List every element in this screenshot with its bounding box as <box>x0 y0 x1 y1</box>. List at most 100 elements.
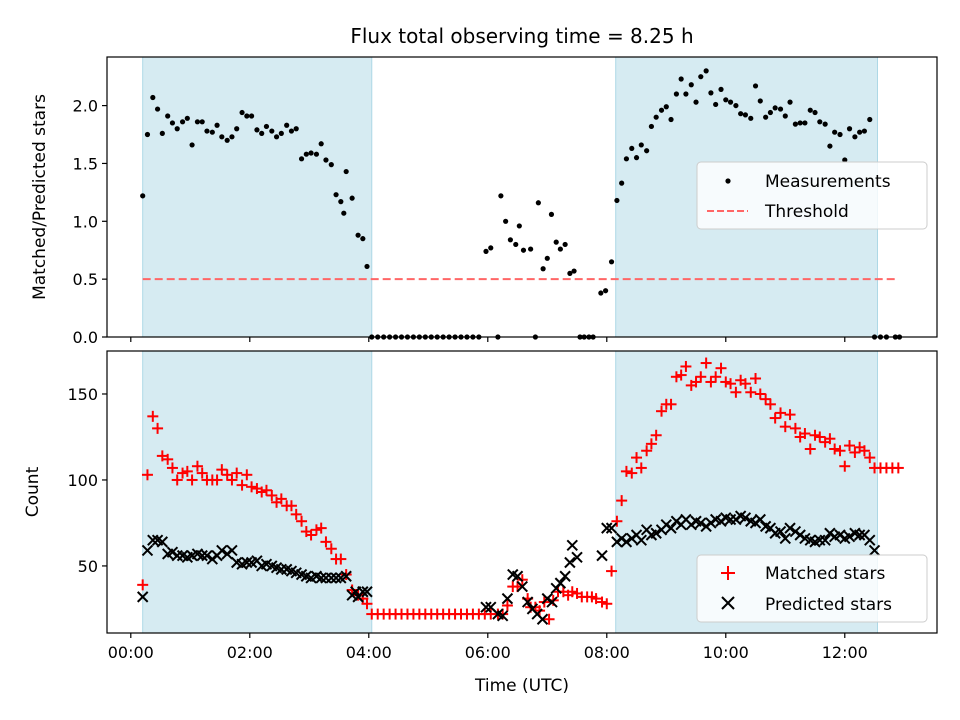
measurement-point <box>623 156 630 162</box>
measurement-point <box>528 246 534 252</box>
measurement-point <box>767 109 774 116</box>
matched-star-point <box>141 469 153 481</box>
measurement-point <box>567 270 573 276</box>
bottom-legend: Matched stars Predicted stars <box>696 554 928 623</box>
matched-star-point <box>606 565 618 577</box>
y-tick-label: 150 <box>67 385 98 404</box>
matched-star-point <box>260 484 272 496</box>
measurement-point <box>209 129 215 135</box>
matched-star-point <box>775 407 787 419</box>
top-observing-windows <box>142 56 879 338</box>
matched-star-point <box>695 371 707 383</box>
measurement-point <box>219 134 225 140</box>
top-legend-frame <box>696 161 928 230</box>
matched-star-point <box>665 398 677 410</box>
measurement-point <box>144 131 151 138</box>
matched-star-point <box>858 445 870 457</box>
measurement-point <box>540 266 546 272</box>
measurement-point <box>248 113 255 119</box>
measurement-point <box>284 122 290 128</box>
matched-star-point <box>325 543 337 555</box>
bottom-legend-frame <box>696 554 928 623</box>
y-tick-label: 50 <box>78 557 98 576</box>
matched-star-point <box>211 474 223 486</box>
x-axis-label: Time (UTC) <box>474 676 569 696</box>
count-points <box>136 357 904 625</box>
legend-matched-marker <box>721 566 735 580</box>
measurement-point <box>159 130 165 136</box>
top-legend: Measurements Threshold <box>696 161 928 230</box>
measurement-point <box>298 156 305 162</box>
matched-star-point <box>216 464 228 476</box>
matched-star-point <box>760 393 772 405</box>
predicted-star-point <box>516 580 529 593</box>
measurement-point <box>184 115 190 121</box>
matched-star-point <box>620 465 632 477</box>
measurement-point <box>812 109 818 116</box>
matched-star-point <box>725 378 737 390</box>
matched-star-point <box>804 443 816 455</box>
matched-star-point <box>246 481 258 493</box>
matched-star-point <box>849 446 861 458</box>
matched-star-point <box>670 371 682 383</box>
measurement-point <box>349 195 355 201</box>
legend-measurements-marker <box>725 178 731 184</box>
measurement-point <box>629 145 635 152</box>
measurement-point <box>797 120 803 126</box>
matched-star-point <box>231 467 243 479</box>
predicted-star-point <box>620 536 633 548</box>
chart-title: Flux total observing time = 8.25 h <box>350 24 693 48</box>
measurement-point <box>693 99 699 105</box>
measurement-point <box>553 239 559 245</box>
measurement-point <box>772 105 778 111</box>
predicted-star-point <box>774 525 787 538</box>
measurement-point <box>263 123 270 130</box>
predicted-star-point <box>566 539 578 552</box>
matched-star-point <box>320 536 332 548</box>
matched-star-point <box>844 440 856 452</box>
measurement-point <box>598 290 604 296</box>
measurement-point <box>140 193 146 199</box>
measurement-point <box>174 126 180 132</box>
measurement-point <box>507 237 513 243</box>
top-axes-frame <box>106 56 938 338</box>
bottom-y-ticks: 50 100 150 <box>67 385 107 576</box>
measurement-point <box>822 121 828 127</box>
bottom-y-axis-label: Count <box>23 466 43 517</box>
measurement-point <box>703 68 709 74</box>
measurement-point <box>763 114 769 120</box>
matched-star-point <box>285 500 297 512</box>
measurement-point <box>644 148 650 154</box>
measurement-point <box>718 86 724 92</box>
measurement-point <box>150 94 156 101</box>
legend-measurements-label: Measurements <box>765 172 891 192</box>
matched-star-point <box>809 429 821 441</box>
x-tick-label: 10:00 <box>703 643 749 662</box>
measurement-point <box>683 91 689 97</box>
measurement-point <box>318 141 324 147</box>
matched-star-point <box>266 489 278 501</box>
predicted-star-point <box>241 556 253 569</box>
measurement-point <box>498 193 504 199</box>
predicted-star-point <box>315 572 327 584</box>
predicted-star-point <box>330 572 342 584</box>
measurement-point <box>678 76 684 82</box>
matched-star-point <box>611 515 623 527</box>
measurement-point <box>852 134 858 140</box>
measurement-point <box>723 97 729 103</box>
measurement-point <box>224 137 230 143</box>
matched-star-point <box>226 474 238 486</box>
measurement-point <box>827 143 833 149</box>
predicted-star-point <box>147 534 159 546</box>
predicted-star-point <box>571 551 583 564</box>
top-y-axis-label: Matched/Predicted stars <box>30 94 50 300</box>
legend-predicted-label: Predicted stars <box>765 595 892 615</box>
measurement-point <box>308 150 314 156</box>
top-y-ticks: 0.0 0.5 1.0 1.5 2.0 <box>73 97 107 347</box>
matched-star-point <box>730 386 742 398</box>
measurement-point <box>792 121 798 127</box>
matched-star-point <box>779 421 791 433</box>
matched-star-point <box>361 598 373 610</box>
measurement-point <box>861 128 868 134</box>
matched-star-point <box>616 495 628 507</box>
